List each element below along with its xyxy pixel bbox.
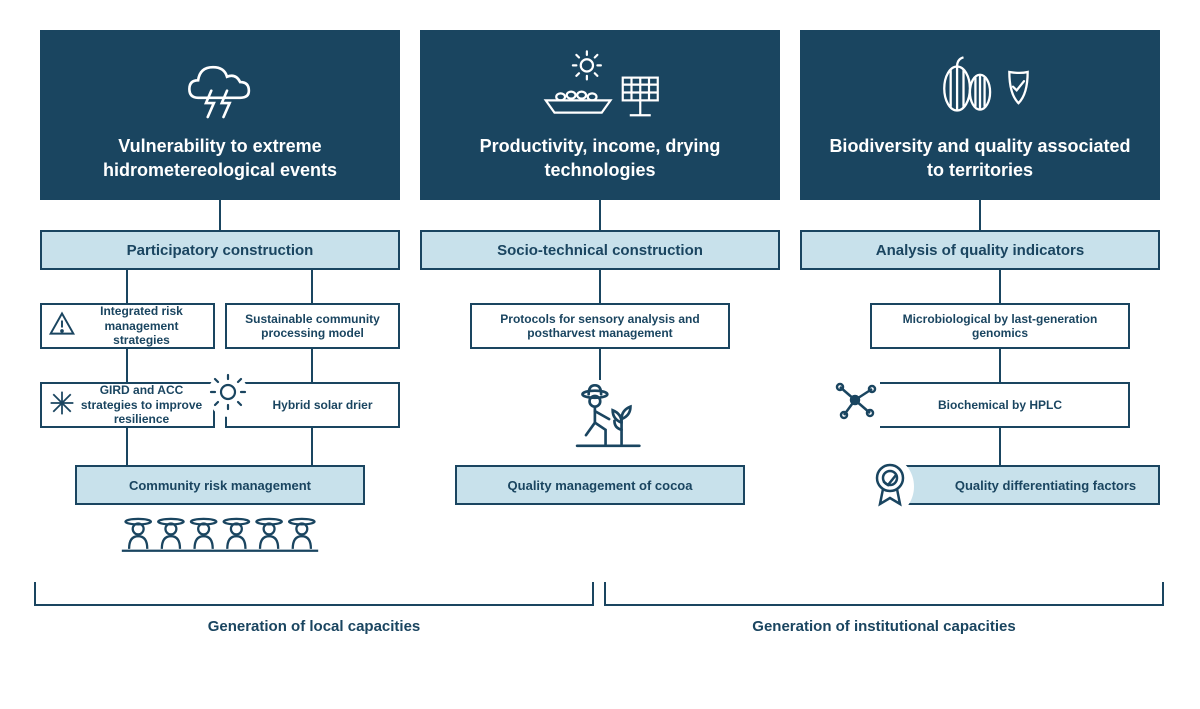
sub-label: Socio-technical construction <box>497 242 703 259</box>
box-label: Hybrid solar drier <box>272 398 372 412</box>
connector <box>126 270 128 303</box>
header-vulnerability: Vulnerability to extreme hidrometereolog… <box>40 30 400 200</box>
connector <box>599 270 601 303</box>
connector <box>219 200 221 230</box>
box-community-risk-mgmt: Community risk management <box>75 465 365 505</box>
sub-analysis: Analysis of quality indicators <box>800 230 1160 270</box>
farmer-icon <box>570 380 650 465</box>
molecule-icon <box>830 375 880 430</box>
bracket-right <box>604 582 1164 606</box>
gear-icon <box>208 372 248 417</box>
box-label: Sustainable community processing model <box>235 312 390 341</box>
box-protocols-sensory: Protocols for sensory analysis and posth… <box>470 303 730 349</box>
box-quality-mgmt-cocoa: Quality management of cocoa <box>455 465 745 505</box>
box-sustainable-community: Sustainable community processing model <box>225 303 400 349</box>
caption-local: Generation of local capacities <box>34 618 594 635</box>
connector <box>999 428 1001 465</box>
connector <box>311 270 313 303</box>
box-label: Integrated risk management strategies <box>78 304 205 347</box>
box-label: GIRD and ACC strategies to improve resil… <box>78 383 205 426</box>
box-label: Microbiological by last-generation genom… <box>880 312 1120 341</box>
cocoa-shield-icon <box>820 42 1140 135</box>
connector <box>979 200 981 230</box>
box-quality-diff-factors: Quality differentiating factors <box>905 465 1160 505</box>
header-title-1: Vulnerability to extreme hidrometereolog… <box>60 135 380 182</box>
header-title-2: Productivity, income, drying technologie… <box>440 135 760 182</box>
box-microbiological: Microbiological by last-generation genom… <box>870 303 1130 349</box>
box-label: Biochemical by HPLC <box>938 398 1062 412</box>
header-title-3: Biodiversity and quality associated to t… <box>820 135 1140 182</box>
connector <box>999 270 1001 303</box>
caption-institutional: Generation of institutional capacities <box>604 618 1164 635</box>
box-label: Quality management of cocoa <box>508 478 693 493</box>
box-biochemical: Biochemical by HPLC <box>870 382 1130 428</box>
productivity-icon <box>440 42 760 135</box>
connector <box>126 428 128 465</box>
connector <box>126 349 128 382</box>
people-row-icon <box>120 510 320 571</box>
sub-label: Analysis of quality indicators <box>876 242 1084 259</box>
box-hybrid-solar: Hybrid solar drier <box>225 382 400 428</box>
header-biodiversity: Biodiversity and quality associated to t… <box>800 30 1160 200</box>
storm-cloud-icon <box>60 42 380 135</box>
bracket-left <box>34 582 594 606</box>
box-label: Protocols for sensory analysis and posth… <box>480 312 720 341</box>
award-badge-icon <box>866 458 914 515</box>
snowflake-icon <box>48 389 76 422</box>
box-label: Quality differentiating factors <box>955 478 1136 493</box>
connector <box>599 200 601 230</box>
warning-icon <box>48 310 76 343</box>
sub-label: Participatory construction <box>127 242 314 259</box>
sub-sociotechnical: Socio-technical construction <box>420 230 780 270</box>
box-label: Community risk management <box>129 478 311 493</box>
connector <box>999 349 1001 382</box>
sub-participatory: Participatory construction <box>40 230 400 270</box>
connector <box>311 428 313 465</box>
diagram-canvas: Vulnerability to extreme hidrometereolog… <box>0 0 1200 709</box>
header-productivity: Productivity, income, drying technologie… <box>420 30 780 200</box>
connector <box>311 349 313 382</box>
